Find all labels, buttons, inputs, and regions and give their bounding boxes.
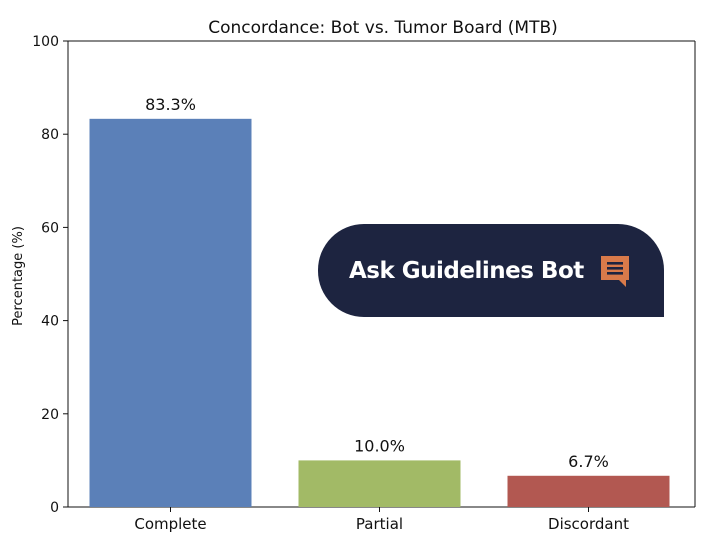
- badge-label: Ask Guidelines Bot: [349, 257, 584, 284]
- y-tick-label: 60: [41, 220, 59, 236]
- y-tick-label: 40: [41, 314, 59, 330]
- y-tick-label: 100: [32, 34, 59, 50]
- bar-complete: [89, 118, 252, 508]
- x-tick-label-partial: Partial: [356, 515, 403, 533]
- x-tick-label-discordant: Discordant: [548, 515, 629, 533]
- ask-guidelines-bot-badge: Ask Guidelines Bot: [318, 224, 664, 317]
- y-tick-label: 20: [41, 407, 59, 423]
- x-tick-label-complete: Complete: [134, 515, 206, 533]
- x-tick-labels: Complete Partial Discordant: [134, 507, 629, 533]
- y-tick-label: 0: [50, 500, 59, 516]
- bar-partial: [298, 460, 461, 507]
- data-label-partial: 10.0%: [354, 436, 405, 455]
- chat-bubble-icon: [600, 255, 629, 287]
- bars: [89, 118, 670, 508]
- data-label-complete: 83.3%: [145, 95, 196, 114]
- data-labels: 83.3% 10.0% 6.7%: [145, 95, 609, 471]
- bar-discordant: [507, 475, 670, 507]
- data-label-discordant: 6.7%: [568, 452, 609, 471]
- chart-title: Concordance: Bot vs. Tumor Board (MTB): [208, 18, 558, 38]
- y-tick-label: 80: [41, 127, 59, 143]
- y-axis-label: Percentage (%): [11, 226, 26, 326]
- y-ticks: 0 20 40 60 80 100: [32, 34, 68, 516]
